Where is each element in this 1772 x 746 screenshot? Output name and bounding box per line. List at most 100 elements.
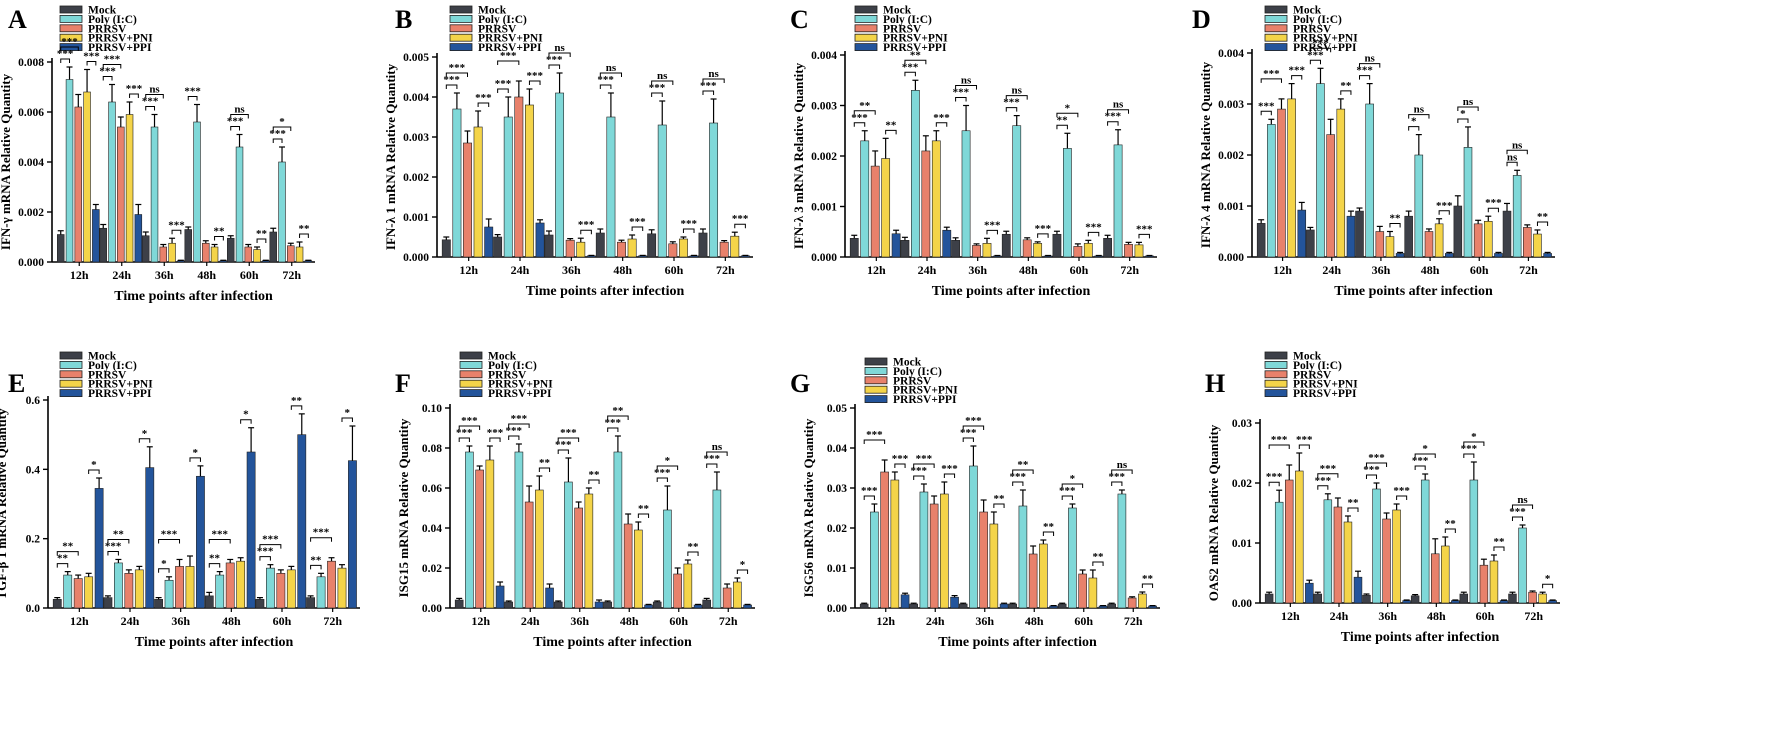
- bracket-line: [1291, 75, 1303, 80]
- bar: [911, 90, 920, 258]
- bar: [1395, 253, 1405, 258]
- legend-label: PRRSV+PPI: [88, 388, 152, 400]
- bar: [1499, 600, 1509, 604]
- bar: [219, 260, 228, 263]
- bracket-line: [904, 71, 916, 77]
- significance-label: ***: [654, 467, 671, 479]
- bar: [1346, 215, 1356, 258]
- bar: [304, 260, 313, 263]
- x-tick-label: 36h: [975, 614, 994, 628]
- legend-label: Poly (I:C): [893, 366, 942, 378]
- bar: [606, 116, 616, 258]
- significance-bracket: *: [1061, 473, 1084, 488]
- significance-bracket: ***: [1260, 68, 1282, 83]
- significance-bracket: ***: [555, 439, 572, 454]
- legend-swatch: [59, 379, 83, 388]
- significance-label: ***: [1509, 506, 1526, 518]
- significance-label: ***: [161, 528, 178, 540]
- x-tick-label: 36h: [171, 614, 190, 628]
- significance-label: *: [1070, 473, 1076, 485]
- bar: [1494, 253, 1503, 258]
- legend-swatch: [459, 389, 483, 398]
- panel-letter: F: [395, 369, 411, 398]
- legend-label: Poly (I:C): [88, 14, 137, 26]
- significance-label: *: [161, 558, 167, 570]
- significance-bracket: ***: [126, 83, 143, 98]
- significance-bracket: *: [1408, 116, 1420, 131]
- x-tick-label: 60h: [669, 614, 688, 628]
- significance-bracket: ***: [445, 62, 469, 77]
- bar: [1073, 246, 1083, 258]
- bar: [594, 601, 604, 609]
- significance-bracket: ***: [597, 74, 614, 89]
- significance-label: ***: [487, 427, 504, 439]
- significance-bracket: **: [1092, 551, 1104, 566]
- bar: [657, 124, 667, 258]
- bracket-line: [1408, 126, 1420, 131]
- significance-bracket: ***: [654, 467, 671, 482]
- x-axis-label: Time points after infection: [526, 284, 685, 299]
- bar: [1285, 479, 1294, 604]
- x-tick-label: 24h: [918, 263, 937, 277]
- significance-label: ***: [1010, 471, 1027, 483]
- bar: [99, 227, 107, 263]
- bar: [1295, 470, 1304, 604]
- bar: [860, 140, 870, 258]
- significance-bracket: ***: [269, 128, 286, 143]
- bar: [327, 560, 336, 609]
- bracket-line: [102, 76, 113, 81]
- bar: [969, 465, 978, 609]
- bar: [1305, 582, 1314, 604]
- bracket-line: [208, 538, 231, 544]
- y-tick-label: 0.06: [422, 483, 442, 495]
- x-tick-label: 24h: [521, 614, 540, 628]
- bar: [235, 146, 244, 263]
- significance-label: **: [539, 457, 551, 469]
- bar: [722, 587, 732, 609]
- significance-bracket: ns: [1111, 459, 1133, 474]
- bar: [84, 576, 94, 609]
- x-tick-label: 48h: [1427, 609, 1446, 623]
- bracket-line: [508, 423, 530, 428]
- bracket-line: [637, 513, 650, 518]
- bar: [545, 587, 554, 609]
- bracket-line: [107, 550, 119, 556]
- bracket-line: [580, 229, 592, 235]
- bracket-line: [497, 60, 520, 65]
- significance-bracket: **: [1340, 80, 1352, 95]
- bracket-line: [230, 114, 249, 119]
- bar: [1049, 605, 1058, 609]
- x-tick-label: 48h: [1025, 614, 1044, 628]
- bar: [603, 601, 612, 609]
- significance-label: ns: [708, 68, 719, 80]
- bracket-line: [1092, 561, 1104, 566]
- bracket-line: [1111, 469, 1133, 474]
- bar: [295, 246, 304, 263]
- bracket-line: [1056, 112, 1079, 118]
- bracket-line: [230, 126, 241, 131]
- bar: [1445, 253, 1454, 258]
- bracket-line: [1396, 495, 1408, 500]
- bracket-line: [60, 58, 71, 63]
- significance-bracket: ***: [105, 540, 122, 556]
- x-axis-label: Time points after infection: [135, 635, 294, 650]
- legend-swatch: [59, 24, 83, 33]
- bar: [859, 603, 869, 609]
- significance-bracket: ***: [911, 465, 928, 480]
- x-tick-label: 48h: [613, 263, 632, 277]
- legend-label: Mock: [478, 5, 507, 17]
- significance-label: **: [1142, 573, 1154, 585]
- legend-swatch: [864, 376, 888, 385]
- y-tick-label: 0.000: [811, 252, 837, 264]
- legend-swatch: [864, 395, 888, 404]
- bar: [475, 469, 484, 609]
- bar: [1107, 603, 1116, 609]
- significance-label: ***: [506, 425, 523, 437]
- bar: [1333, 506, 1343, 604]
- bar: [1336, 108, 1346, 258]
- significance-label: ***: [168, 219, 185, 231]
- bracket-line: [1317, 473, 1339, 478]
- legend-label: PRRSV: [883, 23, 922, 35]
- legend-swatch: [854, 14, 878, 23]
